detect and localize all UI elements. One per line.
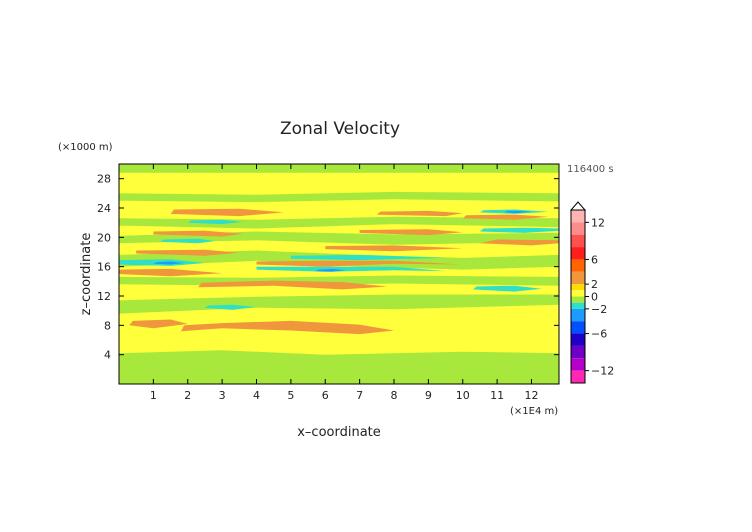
- contour-region: [256, 260, 463, 267]
- colorbar-arrow: [569, 201, 587, 211]
- colorbar-tick-label: −6: [591, 328, 607, 341]
- plot-frame: [118, 163, 560, 385]
- y-tick-label: 12: [97, 290, 111, 303]
- contour-region: [136, 249, 240, 256]
- x-tick-label: 10: [456, 389, 470, 402]
- x-tick-label: 9: [425, 389, 432, 402]
- y-tick-label: 28: [97, 173, 111, 186]
- y-tick-label: 24: [97, 202, 111, 215]
- x-tick-label: 6: [322, 389, 329, 402]
- contour-region: [204, 304, 257, 310]
- contour-region: [119, 350, 559, 384]
- colorbar-tick-label: −2: [591, 303, 607, 316]
- contour-region: [376, 210, 463, 217]
- chart-title: Zonal Velocity: [280, 119, 400, 139]
- y-tick-label: 16: [97, 261, 111, 274]
- contour-region: [153, 261, 185, 265]
- contour-region: [180, 320, 394, 335]
- contour-region: [187, 219, 243, 225]
- colorbar-swatch: [571, 234, 585, 248]
- colorbar-swatch: [571, 210, 585, 223]
- x-tick-label: 7: [356, 389, 363, 402]
- contour-region: [153, 230, 243, 237]
- x-tick-label: 8: [391, 389, 398, 402]
- contour-region: [119, 216, 559, 229]
- contour-region: [119, 191, 559, 203]
- y-tick-label: 20: [97, 231, 111, 244]
- colorbar-tick-label: 0: [591, 291, 598, 304]
- colorbar: 12 6 20−2 −6 −12: [569, 201, 614, 384]
- colorbar-tick-label: −12: [591, 365, 614, 378]
- y-tick-label: 4: [104, 349, 111, 362]
- colorbar-tick-label: 6: [591, 253, 598, 266]
- contour-region: [504, 210, 532, 214]
- colorbar-tick-label: 2: [591, 278, 598, 291]
- y-unit-label: (×1000 m): [58, 142, 113, 153]
- contour-region: [479, 239, 559, 246]
- colorbar-swatch: [571, 290, 585, 297]
- contour-region: [290, 254, 446, 261]
- contour-region: [170, 208, 284, 217]
- time-label: 116400 s: [567, 164, 614, 175]
- x-tick-label: 3: [219, 389, 226, 402]
- x-tick-label: 2: [184, 389, 191, 402]
- contour-region: [119, 164, 559, 173]
- y-axis-label: z–coordinate: [79, 233, 94, 316]
- x-axis-label: x–coordinate: [297, 425, 381, 440]
- x-tick-label: 5: [287, 389, 294, 402]
- x-tick-label: 4: [253, 389, 260, 402]
- colorbar-swatch: [571, 222, 585, 235]
- colorbar-swatch: [571, 370, 585, 383]
- colorbar-swatch: [571, 358, 585, 371]
- contour-region: [473, 285, 542, 292]
- contour-region: [479, 227, 559, 233]
- colorbar-swatch: [571, 302, 585, 309]
- contour-region: [314, 268, 346, 272]
- colorbar-swatch: [571, 284, 585, 291]
- colorbar-swatch: [571, 247, 585, 260]
- contour-region: [256, 266, 446, 272]
- colorbar-swatch: [571, 296, 585, 303]
- contour-region: [325, 245, 463, 252]
- colorbar-swatch: [571, 271, 585, 285]
- contour-region: [359, 229, 463, 236]
- colorbar-swatch: [571, 308, 585, 322]
- x-tick-label: 1: [150, 389, 157, 402]
- x-axis-ticks: 1 2 3 4 5 6 7 8 9 10 11 12: [150, 164, 539, 402]
- contour-region: [160, 238, 216, 244]
- contour-region: [119, 268, 223, 277]
- contour-regions: [119, 164, 559, 384]
- colorbar-swatch: [571, 345, 585, 359]
- x-unit-label: (×1E4 m): [510, 406, 558, 417]
- contour-region: [198, 280, 388, 290]
- contour-region: [462, 214, 549, 220]
- colorbar-swatch: [571, 259, 585, 272]
- x-tick-label: 12: [525, 389, 539, 402]
- colorbar-swatch: [571, 333, 585, 346]
- y-axis-ticks: 4 8 12 16 20 24 28: [97, 173, 559, 362]
- contour-region: [129, 319, 188, 329]
- colorbar-tick-label: 12: [591, 216, 605, 229]
- colorbar-swatch: [571, 321, 585, 334]
- y-tick-label: 8: [104, 319, 111, 332]
- contour-region: [119, 250, 559, 270]
- x-tick-label: 11: [490, 389, 504, 402]
